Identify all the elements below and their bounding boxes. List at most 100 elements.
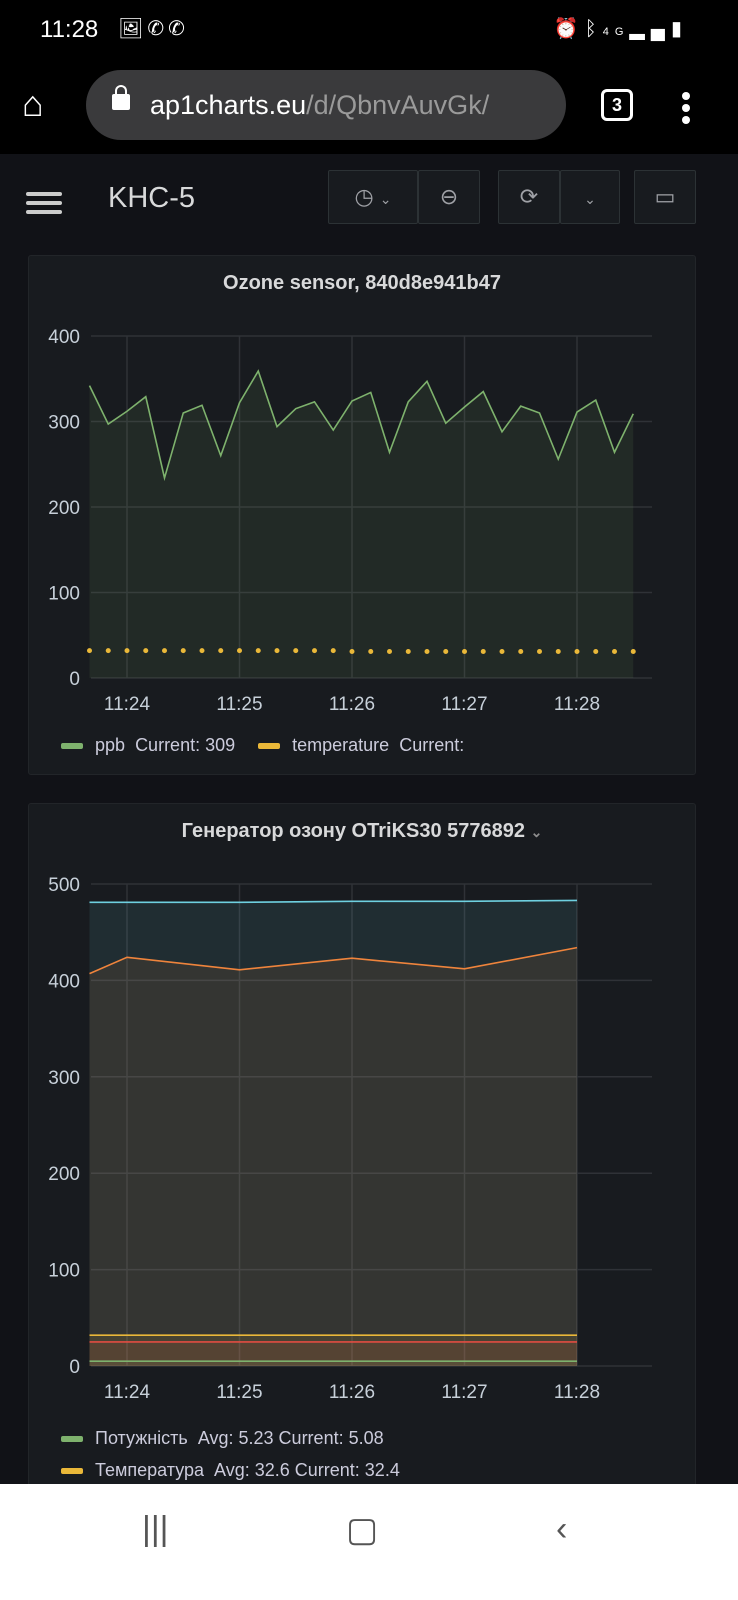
clock-icon: ◷ [354, 184, 374, 209]
y-tick-label: 0 [69, 1357, 80, 1378]
x-tick-label: 11:25 [216, 694, 262, 715]
x-tick-label: 11:26 [329, 694, 375, 715]
zoom-out-button[interactable]: ⊖ [418, 170, 480, 224]
home-button[interactable]: ▢ [346, 1511, 379, 1549]
y-tick-label: 300 [48, 413, 80, 434]
y-tick-label: 100 [48, 584, 80, 605]
viber-icon: ✆ [168, 18, 189, 40]
panel-title-text: Генератор озону OTriKS30 5776892 [181, 820, 526, 842]
panel-title[interactable]: Генератор озону OTriKS30 5776892 ⌄ [29, 820, 695, 843]
viber-icon: ✆ [147, 18, 169, 40]
y-tick-label: 400 [48, 327, 80, 348]
series-temperature-point [387, 648, 392, 654]
series-temperature-point [199, 648, 205, 654]
series-temperature-point [443, 648, 449, 654]
series-temperature-point [237, 648, 242, 654]
series-temperature-point [462, 648, 467, 654]
legend-stats: Avg: 5.23 Current: 5.08 [197, 1428, 384, 1448]
alarm-icon: ⏰ [553, 18, 585, 40]
tab-switcher-button[interactable]: 3 [601, 89, 633, 121]
series-temperature-point [255, 648, 261, 654]
signal-icon: ▂▄ [629, 18, 671, 40]
refresh-interval-button[interactable]: ⌄ [560, 170, 620, 224]
status-bar: 11:28 🖼✆✆ ⏰ᛒ4G▂▄▮ [0, 0, 738, 60]
home-icon[interactable]: ⌂ [22, 83, 44, 124]
time-picker-button[interactable]: ◷ ⌄ [328, 170, 418, 224]
legend-swatch [61, 1436, 83, 1443]
series-temperature-point [293, 648, 299, 654]
series-temperature-point [593, 648, 599, 654]
series-temperature-point [330, 648, 336, 654]
battery-icon: ▮ [670, 18, 688, 40]
image-icon: 🖼 [118, 18, 148, 40]
tv-mode-button[interactable]: ▭ [634, 170, 696, 224]
legend-stats: Current: 309 [135, 735, 236, 755]
chevron-down-icon: ⌄ [584, 191, 596, 207]
series-ppb-area [89, 371, 634, 678]
y-tick-label: 100 [48, 1261, 80, 1282]
series-temperature-point [630, 648, 636, 654]
lock-icon [112, 85, 130, 110]
legend-item-power[interactable]: Потужність Avg: 5.23 Current: 5.08 [61, 1422, 400, 1454]
generator-chart: 0 100 200 300 400 500 11:24 11:25 11:26 11:27 11:2… [48, 875, 652, 1403]
legend-item-ppb[interactable]: ppb Current: 309 [61, 735, 235, 755]
x-tick-label: 11:27 [441, 1382, 487, 1403]
series-temperature-point [424, 648, 430, 654]
series-temperature-point [405, 648, 411, 654]
legend-stats: Current: [399, 735, 465, 755]
ozone-chart: 0 100 200 300 400 11:24 11:25 11:26 11:27 11:28 [48, 327, 652, 715]
url-path: /d/QbnvAuvGk/ [306, 90, 490, 120]
legend: ppb Current: 309 temperature Current: [61, 735, 464, 756]
y-tick-label: 300 [48, 1068, 80, 1089]
series-temperature-point [87, 648, 92, 654]
panel-ozone-generator: Генератор озону OTriKS30 5776892 ⌄ Потуж… [28, 803, 696, 1503]
legend-label: ppb [95, 735, 126, 755]
4g-icon: 4G [602, 26, 630, 38]
browser-menu-icon[interactable] [680, 88, 692, 128]
y-tick-label: 0 [69, 669, 80, 690]
series-temperature-point [143, 648, 149, 654]
series-6ed0e0-area [89, 900, 577, 1366]
bluetooth-icon: ᛒ [584, 18, 603, 40]
series-ef843c-area [89, 947, 577, 1366]
series-temperature-point [612, 648, 617, 654]
series-temperature-point [537, 648, 542, 654]
series-temperature-point [180, 648, 186, 654]
dashboard-title[interactable]: KHC-5 [108, 182, 196, 214]
series-temperature-point [555, 648, 561, 654]
system-icons: ⏰ᛒ4G▂▄▮ [554, 16, 688, 41]
browser-toolbar: ⌂ ap1charts.eu/d/QbnvAuvGk/ 3 [0, 60, 738, 154]
back-button[interactable]: ‹ [556, 1510, 568, 1548]
series-temperature-point [349, 648, 355, 654]
x-tick-label: 11:27 [441, 694, 487, 715]
chevron-down-icon: ⌄ [379, 191, 392, 207]
hamburger-menu-icon[interactable] [26, 192, 62, 219]
series-temperature-point [480, 648, 486, 654]
legend-label: temperature [292, 735, 390, 755]
series-temperature-point [162, 648, 167, 654]
x-tick-label: 11:24 [104, 694, 151, 715]
series-temperature-point [312, 648, 317, 654]
legend-item-temperature[interactable]: temperature Current: [258, 735, 464, 755]
legend-swatch [61, 743, 83, 750]
legend-swatch [258, 743, 281, 750]
x-tick-label: 11:28 [554, 1382, 600, 1403]
x-tick-label: 11:24 [104, 1382, 151, 1403]
legend-item-temperature[interactable]: Температура Avg: 32.6 Current: 32.4 [61, 1454, 400, 1486]
series-ppb-line [88, 369, 634, 482]
series-temperature-point [218, 648, 224, 654]
series-temperature-point [518, 648, 524, 654]
refresh-button[interactable]: ⟳ [498, 170, 560, 224]
x-tick-label: 11:28 [554, 694, 600, 715]
series-Температура-area [89, 1335, 577, 1366]
legend-swatch [61, 1468, 83, 1475]
y-tick-label: 200 [48, 498, 80, 519]
x-tick-label: 11:26 [329, 1382, 375, 1403]
series-Потужність-area [89, 1361, 577, 1366]
panel-title[interactable]: Ozone sensor, 840d8e941b47 [223, 272, 501, 294]
series-6ed0e0-line [89, 899, 578, 904]
status-time: 11:28 [40, 16, 99, 43]
recent-apps-button[interactable]: ||| [142, 1510, 169, 1548]
address-bar[interactable]: ap1charts.eu/d/QbnvAuvGk/ [86, 70, 566, 140]
zoom-out-icon: ⊖ [439, 184, 459, 209]
